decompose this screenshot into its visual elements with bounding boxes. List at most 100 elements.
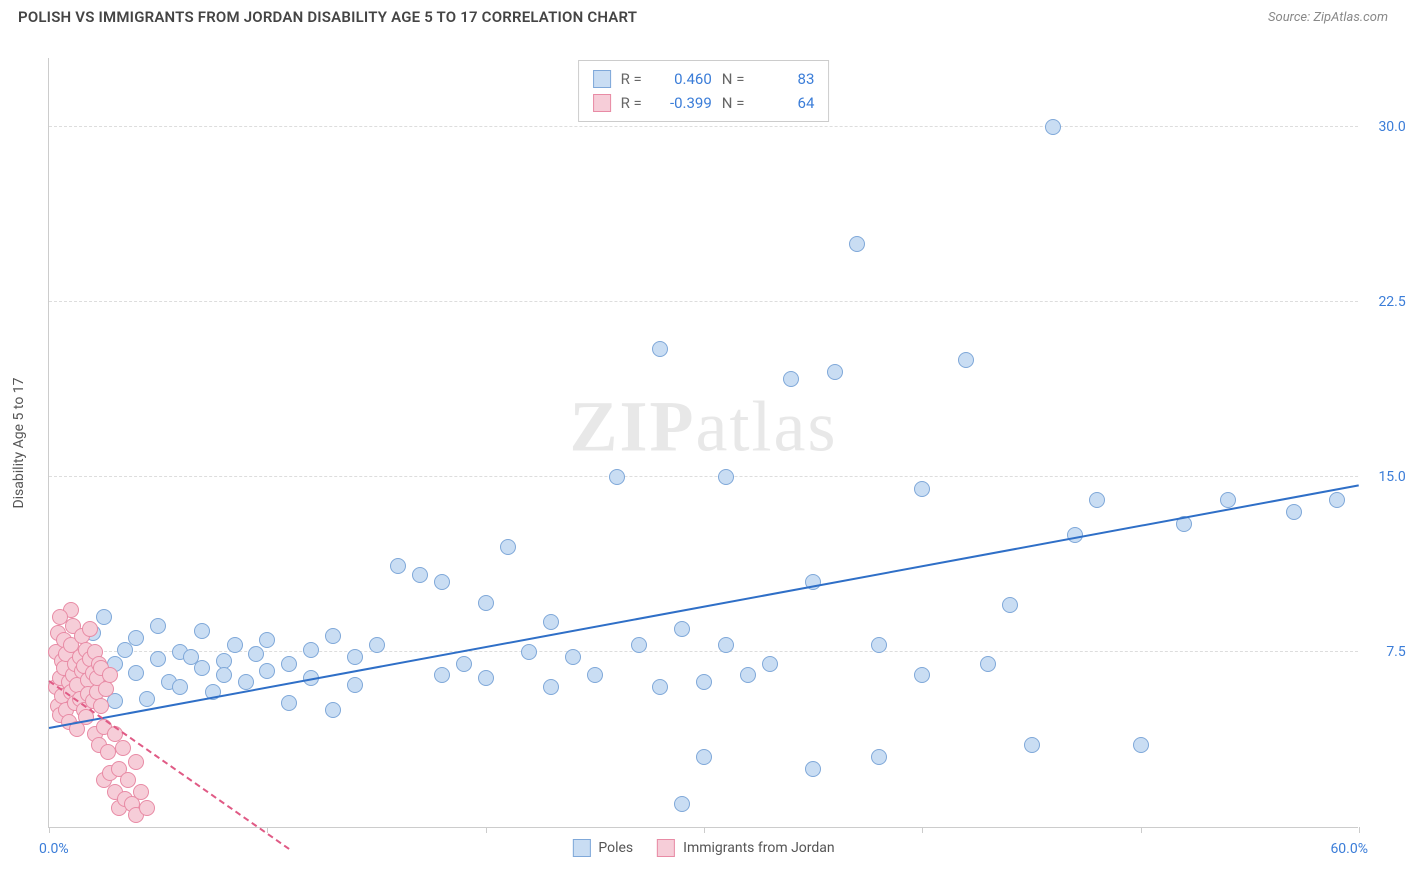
data-point (914, 481, 930, 497)
y-tick-label: 30.0% (1378, 119, 1406, 135)
data-point (1024, 737, 1040, 753)
x-tick (1359, 827, 1360, 833)
data-point (98, 681, 114, 697)
data-point (609, 469, 625, 485)
data-point (139, 800, 155, 816)
series-legend: Poles Immigrants from Jordan (572, 839, 834, 857)
data-point (150, 651, 166, 667)
data-point (93, 698, 109, 714)
data-point (543, 614, 559, 630)
data-point (521, 644, 537, 660)
data-point (369, 637, 385, 653)
data-point (325, 628, 341, 644)
data-point (674, 796, 690, 812)
data-point (456, 656, 472, 672)
stats-legend: R =0.460N =83R =-0.399N =64 (578, 60, 830, 122)
gridline (49, 301, 1358, 302)
data-point (696, 674, 712, 690)
data-point (434, 667, 450, 683)
data-point (227, 637, 243, 653)
n-label: N = (722, 67, 745, 91)
data-point (805, 761, 821, 777)
data-point (1045, 119, 1061, 135)
data-point (543, 679, 559, 695)
data-point (96, 609, 112, 625)
data-point (139, 691, 155, 707)
data-point (1089, 492, 1105, 508)
data-point (674, 621, 690, 637)
data-point (238, 674, 254, 690)
data-point (259, 663, 275, 679)
data-point (281, 695, 297, 711)
data-point (102, 667, 118, 683)
data-point (478, 595, 494, 611)
data-point (762, 656, 778, 672)
chart-title: POLISH VS IMMIGRANTS FROM JORDAN DISABIL… (18, 8, 637, 26)
watermark-text: ZIPatlas (570, 386, 838, 469)
legend-label: Immigrants from Jordan (683, 840, 835, 856)
x-tick (922, 827, 923, 833)
data-point (216, 667, 232, 683)
data-point (194, 660, 210, 676)
data-point (347, 677, 363, 693)
legend-label: Poles (598, 840, 633, 856)
n-value: 64 (754, 91, 814, 115)
watermark-light: atlas (696, 387, 838, 467)
data-point (115, 740, 131, 756)
r-value: -0.399 (652, 91, 712, 115)
data-point (980, 656, 996, 672)
data-point (172, 679, 188, 695)
x-tick (486, 827, 487, 833)
data-point (914, 667, 930, 683)
data-point (100, 744, 116, 760)
data-point (128, 754, 144, 770)
x-axis-max-label: 60.0% (1330, 841, 1368, 857)
data-point (696, 749, 712, 765)
legend-swatch (657, 839, 675, 857)
data-point (347, 649, 363, 665)
data-point (52, 609, 68, 625)
data-point (325, 702, 341, 718)
gridline (49, 476, 1358, 477)
data-point (478, 670, 494, 686)
data-point (150, 618, 166, 634)
source-attribution: Source: ZipAtlas.com (1268, 10, 1388, 25)
legend-swatch (593, 70, 611, 88)
data-point (1329, 492, 1345, 508)
data-point (259, 632, 275, 648)
source-prefix: Source: (1268, 10, 1313, 25)
source-name: ZipAtlas.com (1313, 10, 1388, 25)
data-point (958, 352, 974, 368)
n-value: 83 (754, 67, 814, 91)
r-value: 0.460 (652, 67, 712, 91)
data-point (827, 364, 843, 380)
x-tick (1141, 827, 1142, 833)
data-point (652, 341, 668, 357)
data-point (303, 642, 319, 658)
r-label: R = (621, 91, 642, 115)
data-point (82, 621, 98, 637)
watermark-bold: ZIP (570, 387, 696, 467)
data-point (849, 236, 865, 252)
legend-item: Immigrants from Jordan (657, 839, 835, 857)
data-point (128, 630, 144, 646)
data-point (390, 558, 406, 574)
trend-line (49, 484, 1359, 729)
legend-swatch (593, 94, 611, 112)
data-point (1286, 504, 1302, 520)
data-point (871, 637, 887, 653)
y-axis-title: Disability Age 5 to 17 (11, 377, 27, 508)
data-point (281, 656, 297, 672)
data-point (194, 623, 210, 639)
data-point (1220, 492, 1236, 508)
y-tick-label: 15.0% (1378, 469, 1406, 485)
data-point (1133, 737, 1149, 753)
scatter-chart: ZIPatlas Disability Age 5 to 17 0.0% 60.… (48, 58, 1358, 828)
data-point (740, 667, 756, 683)
x-tick (49, 827, 50, 833)
y-tick-label: 22.5% (1378, 294, 1406, 310)
data-point (133, 784, 149, 800)
data-point (587, 667, 603, 683)
legend-item: Poles (572, 839, 633, 857)
x-tick (704, 827, 705, 833)
